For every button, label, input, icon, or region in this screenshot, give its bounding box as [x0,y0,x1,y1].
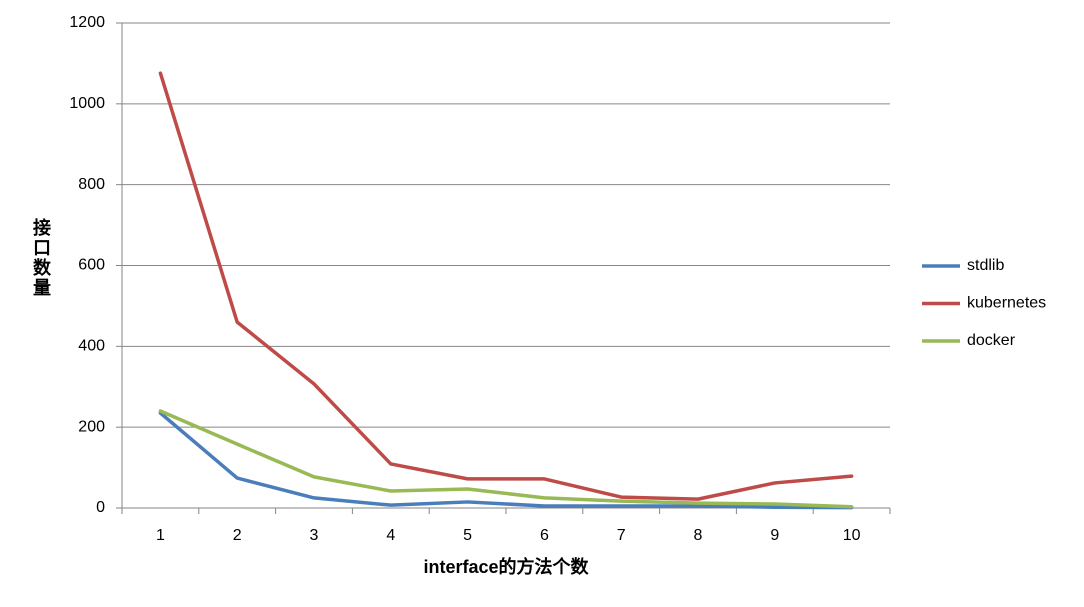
x-tick-label: 9 [770,527,779,544]
data-line [158,409,854,509]
x-tick-label: 2 [233,527,242,544]
data-line [158,411,854,510]
legend-label: stdlib [967,257,1004,274]
y-axis-title: 接口数量 [31,218,51,298]
x-tick-label: 10 [843,527,861,544]
y-tick-label: 800 [78,176,105,193]
y-tick-label: 1000 [69,95,105,112]
legend-label: docker [967,332,1016,349]
x-tick-label: 8 [694,527,703,544]
x-tick-label: 1 [156,527,165,544]
x-tick-label: 4 [386,527,395,544]
y-tick-label: 0 [96,499,105,516]
y-tick-label: 600 [78,257,105,274]
legend-label: kubernetes [967,295,1046,312]
y-tick-label: 400 [78,338,105,355]
y-tick-label: 200 [78,418,105,435]
x-tick-label: 5 [463,527,472,544]
y-tick-label: 1200 [69,14,105,31]
x-axis-title: interface的方法个数 [423,556,589,577]
data-line [158,71,854,501]
x-tick-label: 6 [540,527,549,544]
x-tick-label: 3 [310,527,319,544]
x-tick-label: 7 [617,527,626,544]
